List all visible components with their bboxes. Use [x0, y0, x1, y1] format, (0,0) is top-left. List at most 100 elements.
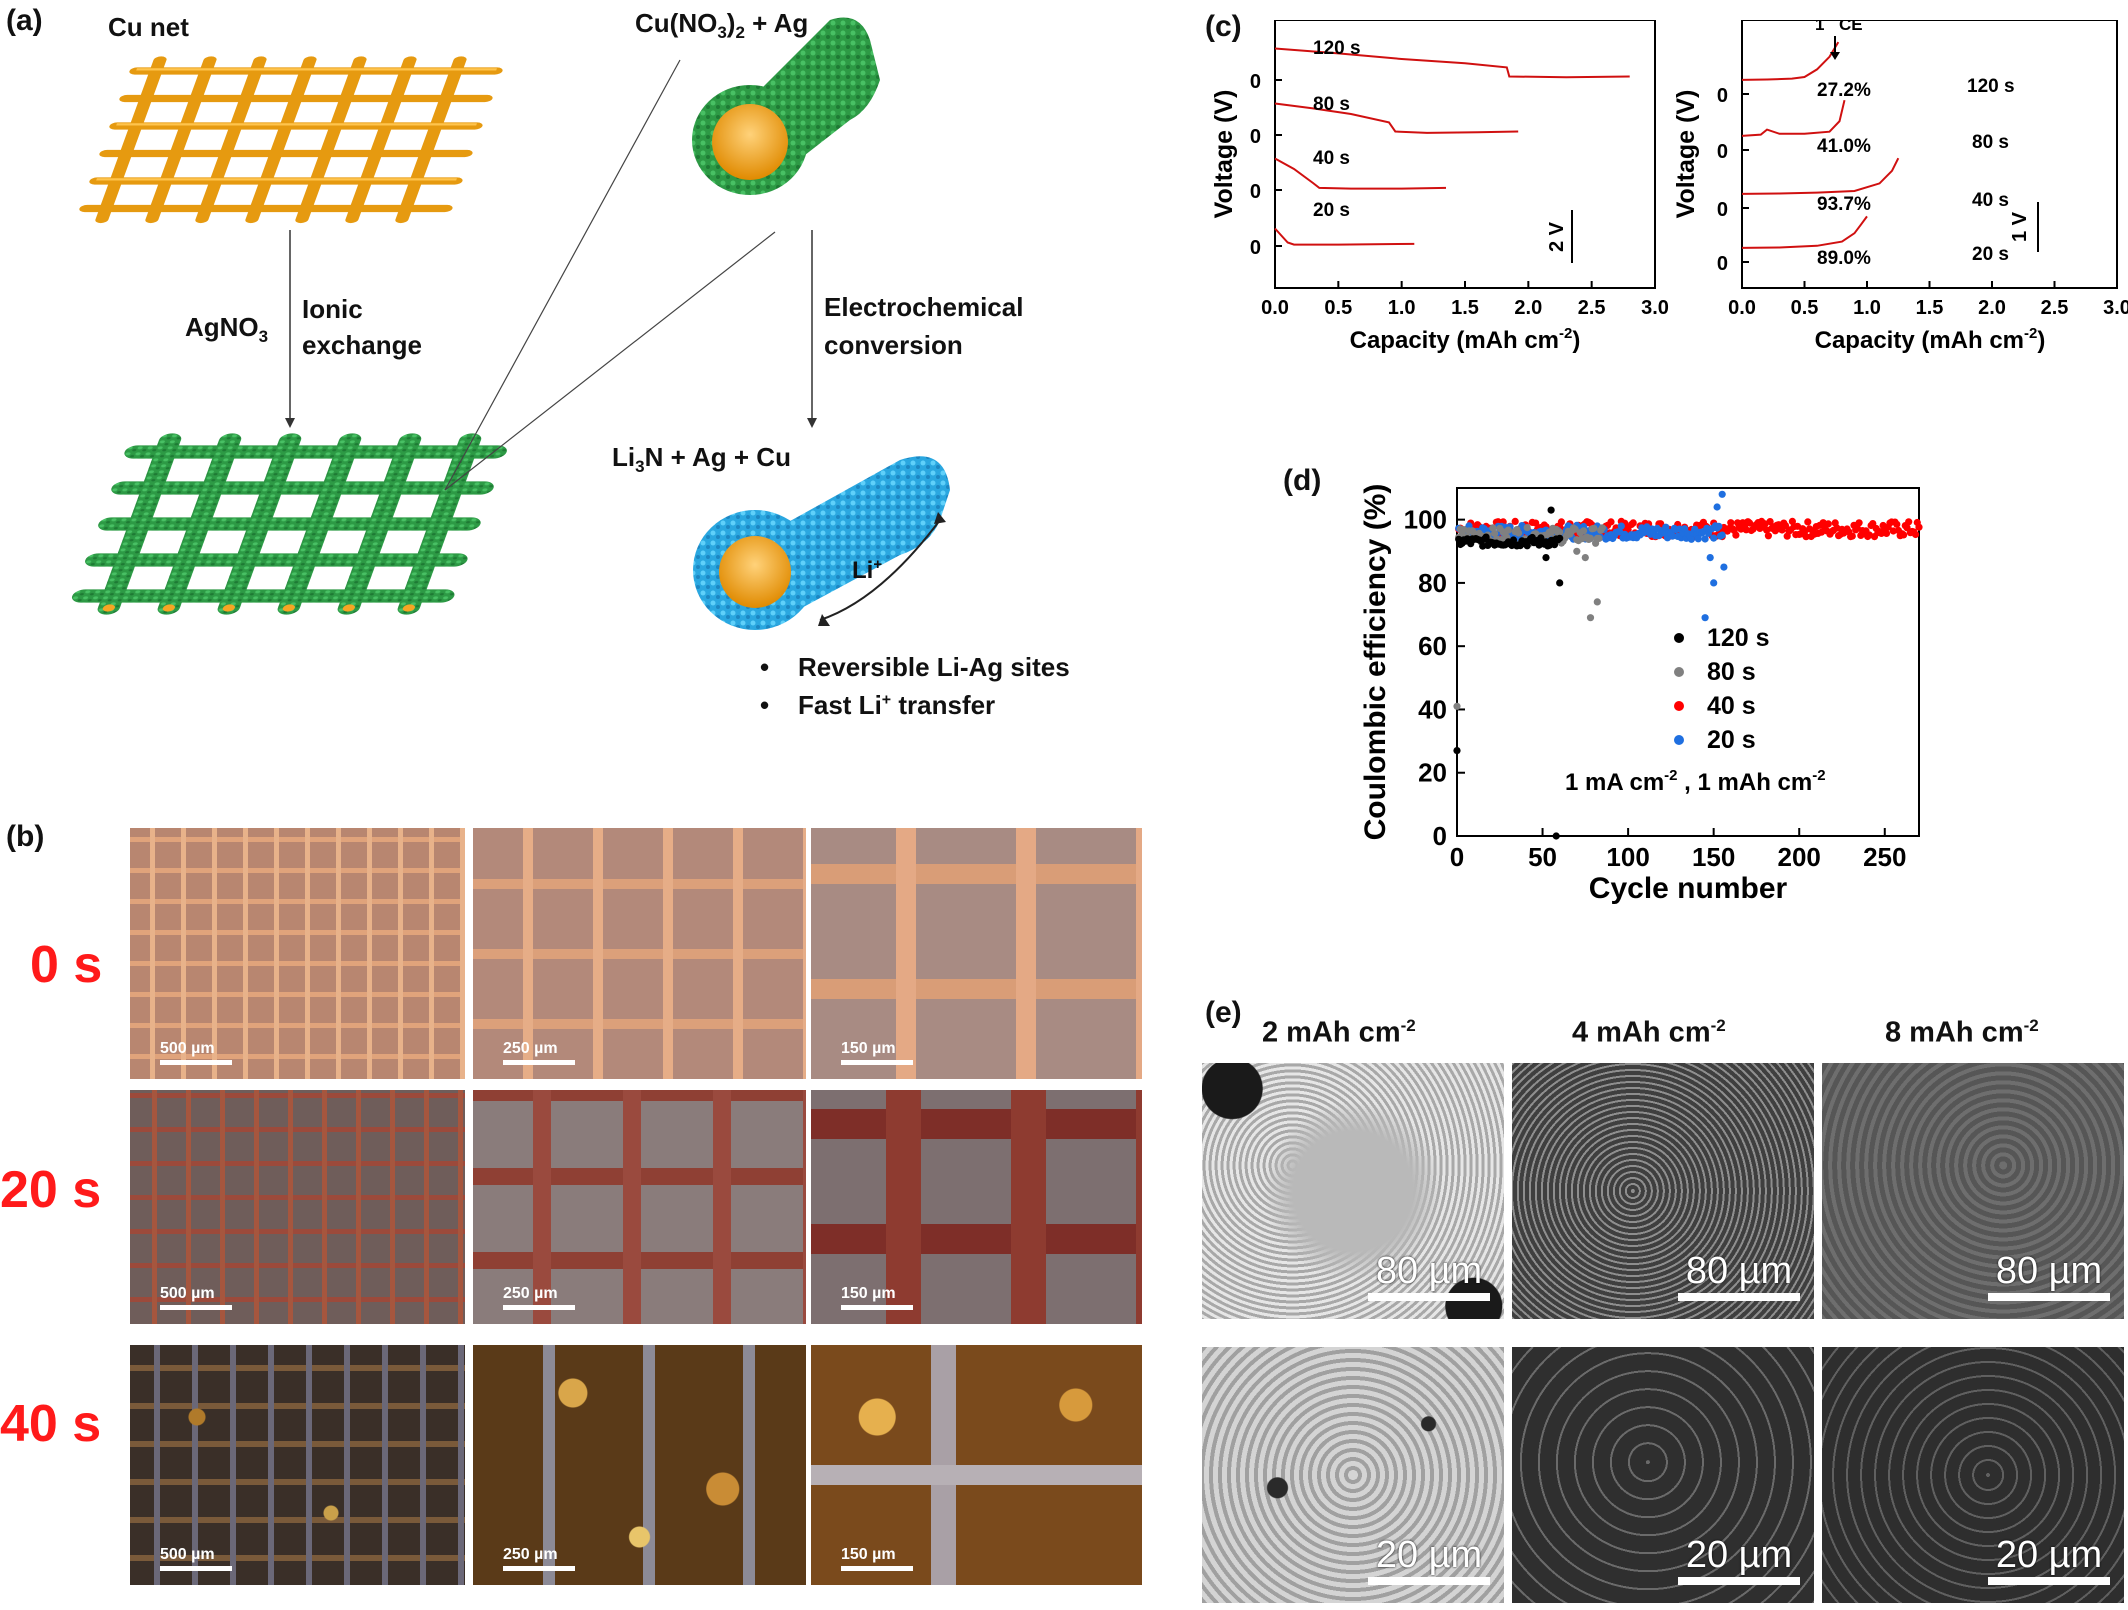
- cr-xtick-label: 1.5: [1916, 297, 1944, 319]
- panel-d-label: (d): [1283, 464, 1322, 497]
- time-label-0s: 0 s: [30, 936, 103, 994]
- d-point: [1824, 520, 1832, 528]
- scale-bar: [160, 1060, 232, 1065]
- d-legend-label: 40 s: [1707, 692, 1756, 720]
- chart-d: 0 50 100 150 200 250 0 20 40 60 80 100 Coulombic ef…: [1359, 484, 1923, 905]
- sem-4mah-high: 20 µm: [1512, 1347, 1814, 1603]
- d-point: [1593, 598, 1601, 606]
- cl-ylabel: Voltage (V): [1210, 90, 1238, 219]
- cr-ylabel: Voltage (V): [1672, 90, 1700, 219]
- d-point: [1694, 535, 1702, 543]
- d-xtick-label: 50: [1528, 842, 1557, 872]
- bullet-2: • Fast Li+ transfer: [760, 690, 996, 720]
- chart-c-left: 0.0 0.5 1.0 1.5 2.0 2.5 3.0 0 0 0 0 120 s 80 s 40 s 2…: [1210, 20, 1669, 354]
- cl-xtick-label: 0.5: [1324, 297, 1352, 319]
- cl-zero-label: 0: [1250, 126, 1261, 148]
- sem-scale-bar: [1678, 1577, 1800, 1585]
- d-point: [1889, 527, 1897, 535]
- scale-bar: [841, 1305, 913, 1310]
- d-point: [1590, 524, 1598, 532]
- micrograph-40s-150um: 150 µm: [811, 1345, 1142, 1585]
- d-point: [1489, 524, 1497, 532]
- sem-8mah-high: 20 µm: [1822, 1347, 2124, 1603]
- d-ytick-label: 40: [1418, 694, 1447, 724]
- d-point: [1715, 522, 1723, 530]
- d-point: [1732, 531, 1740, 539]
- micrograph-0s-150um: 150 µm: [811, 828, 1142, 1079]
- d-legend-label: 80 s: [1707, 658, 1756, 686]
- scale-text: 150 µm: [841, 1285, 896, 1302]
- d-point: [1523, 524, 1531, 532]
- d-ytick-label: 80: [1418, 568, 1447, 598]
- d-xtick-label: 150: [1692, 842, 1735, 872]
- cl-curve: [1274, 47, 1630, 79]
- d-point: [1912, 530, 1920, 539]
- cl-scalebar-label: 2 V: [1546, 221, 1568, 252]
- li3n-ag-cu-label: Li3N + Ag + Cu: [612, 442, 791, 477]
- sem-8mah-low: 80 µm: [1822, 1063, 2124, 1319]
- d-point: [1515, 529, 1523, 537]
- cl-curve-label: 20 s: [1313, 200, 1350, 221]
- d-point: [1706, 554, 1714, 562]
- cr-xtick-label: 1.0: [1853, 297, 1881, 319]
- d-point: [1556, 579, 1564, 587]
- d-point: [1882, 529, 1891, 537]
- sem-scale-text: 80 µm: [1375, 1250, 1483, 1292]
- sem-scale-bar: [1368, 1577, 1490, 1585]
- d-point: [1764, 532, 1772, 540]
- scale-bar: [503, 1305, 575, 1310]
- e-col-header-4: 4 mAh cm-2: [1572, 1016, 1726, 1049]
- cr-ce-label: 27.2%: [1817, 80, 1871, 101]
- d-point: [1581, 554, 1589, 562]
- d-point: [1727, 519, 1735, 527]
- scale-text: 500 µm: [160, 1285, 215, 1302]
- d-legend-marker: [1674, 667, 1684, 677]
- d-point: [1598, 524, 1606, 532]
- d-point: [1855, 519, 1863, 527]
- copper-mesh-icon: [79, 56, 503, 224]
- cl-xtick-label: 2.5: [1578, 297, 1606, 319]
- cl-zero-label: 0: [1250, 71, 1261, 93]
- conversion-label: conversion: [824, 330, 963, 360]
- d-point: [1718, 531, 1726, 539]
- cl-zero-label: 0: [1250, 237, 1261, 259]
- cr-curve: [1741, 41, 1840, 81]
- d-point: [1586, 534, 1595, 542]
- d-point: [1556, 528, 1564, 536]
- d-point: [1713, 503, 1721, 511]
- scale-text: 250 µm: [503, 1285, 558, 1302]
- d-point: [1547, 506, 1555, 514]
- d-point: [1491, 529, 1499, 538]
- li-plus-label: Li+: [852, 556, 883, 584]
- micrograph-0s-500um: 500 µm: [130, 828, 465, 1079]
- d-point: [1580, 527, 1588, 535]
- cu-net-label: Cu net: [108, 12, 189, 42]
- d-point: [1669, 532, 1677, 540]
- cr-curve: [1741, 157, 1900, 195]
- cr-curve: [1741, 99, 1846, 137]
- cr-ce-label: 93.7%: [1817, 194, 1871, 215]
- d-point: [1453, 702, 1461, 710]
- ionic-label: Ionic: [302, 294, 363, 324]
- d-xtick-label: 250: [1863, 842, 1906, 872]
- d-point: [1542, 554, 1550, 562]
- cl-xtick-label: 2.0: [1514, 297, 1542, 319]
- sem-scale-text: 20 µm: [1375, 1534, 1483, 1576]
- cl-xtick-label: 1.0: [1388, 297, 1416, 319]
- cl-curve-label: 40 s: [1313, 148, 1350, 169]
- sem-2mah-low: 80 µm: [1202, 1063, 1504, 1319]
- d-point: [1781, 522, 1790, 530]
- e-col-header-8: 8 mAh cm-2: [1885, 1016, 2039, 1049]
- d-point: [1571, 525, 1579, 533]
- panel-b-label: (b): [6, 820, 45, 853]
- sem-scale-bar: [1368, 1293, 1490, 1301]
- d-legend-marker: [1674, 701, 1684, 711]
- d-point: [1586, 614, 1595, 622]
- sem-2mah-high: 20 µm: [1202, 1347, 1504, 1603]
- e-col-header-2: 2 mAh cm-2: [1262, 1016, 1416, 1049]
- scale-bar: [841, 1060, 913, 1065]
- d-point: [1617, 522, 1625, 530]
- cl-curve-label: 80 s: [1313, 94, 1350, 115]
- scale-text: 250 µm: [503, 1546, 558, 1563]
- d-point: [1710, 579, 1718, 587]
